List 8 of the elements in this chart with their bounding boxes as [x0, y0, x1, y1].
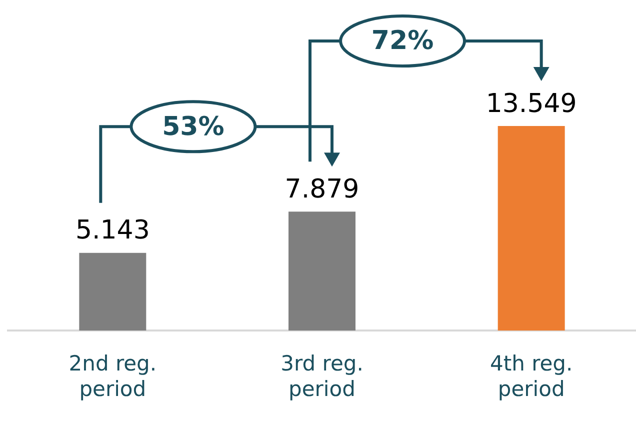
x-tick-label: 4th reg. period: [490, 352, 573, 401]
x-tick-label: 2nd reg. period: [68, 352, 157, 401]
data-label: 7.879: [284, 174, 360, 204]
data-label: 13.549: [486, 88, 577, 119]
x-tick-label: 3rd reg. period: [280, 352, 364, 401]
text: 72%: [371, 26, 434, 56]
data-label: 5.143: [75, 216, 150, 246]
annotation: 53%: [162, 112, 224, 142]
